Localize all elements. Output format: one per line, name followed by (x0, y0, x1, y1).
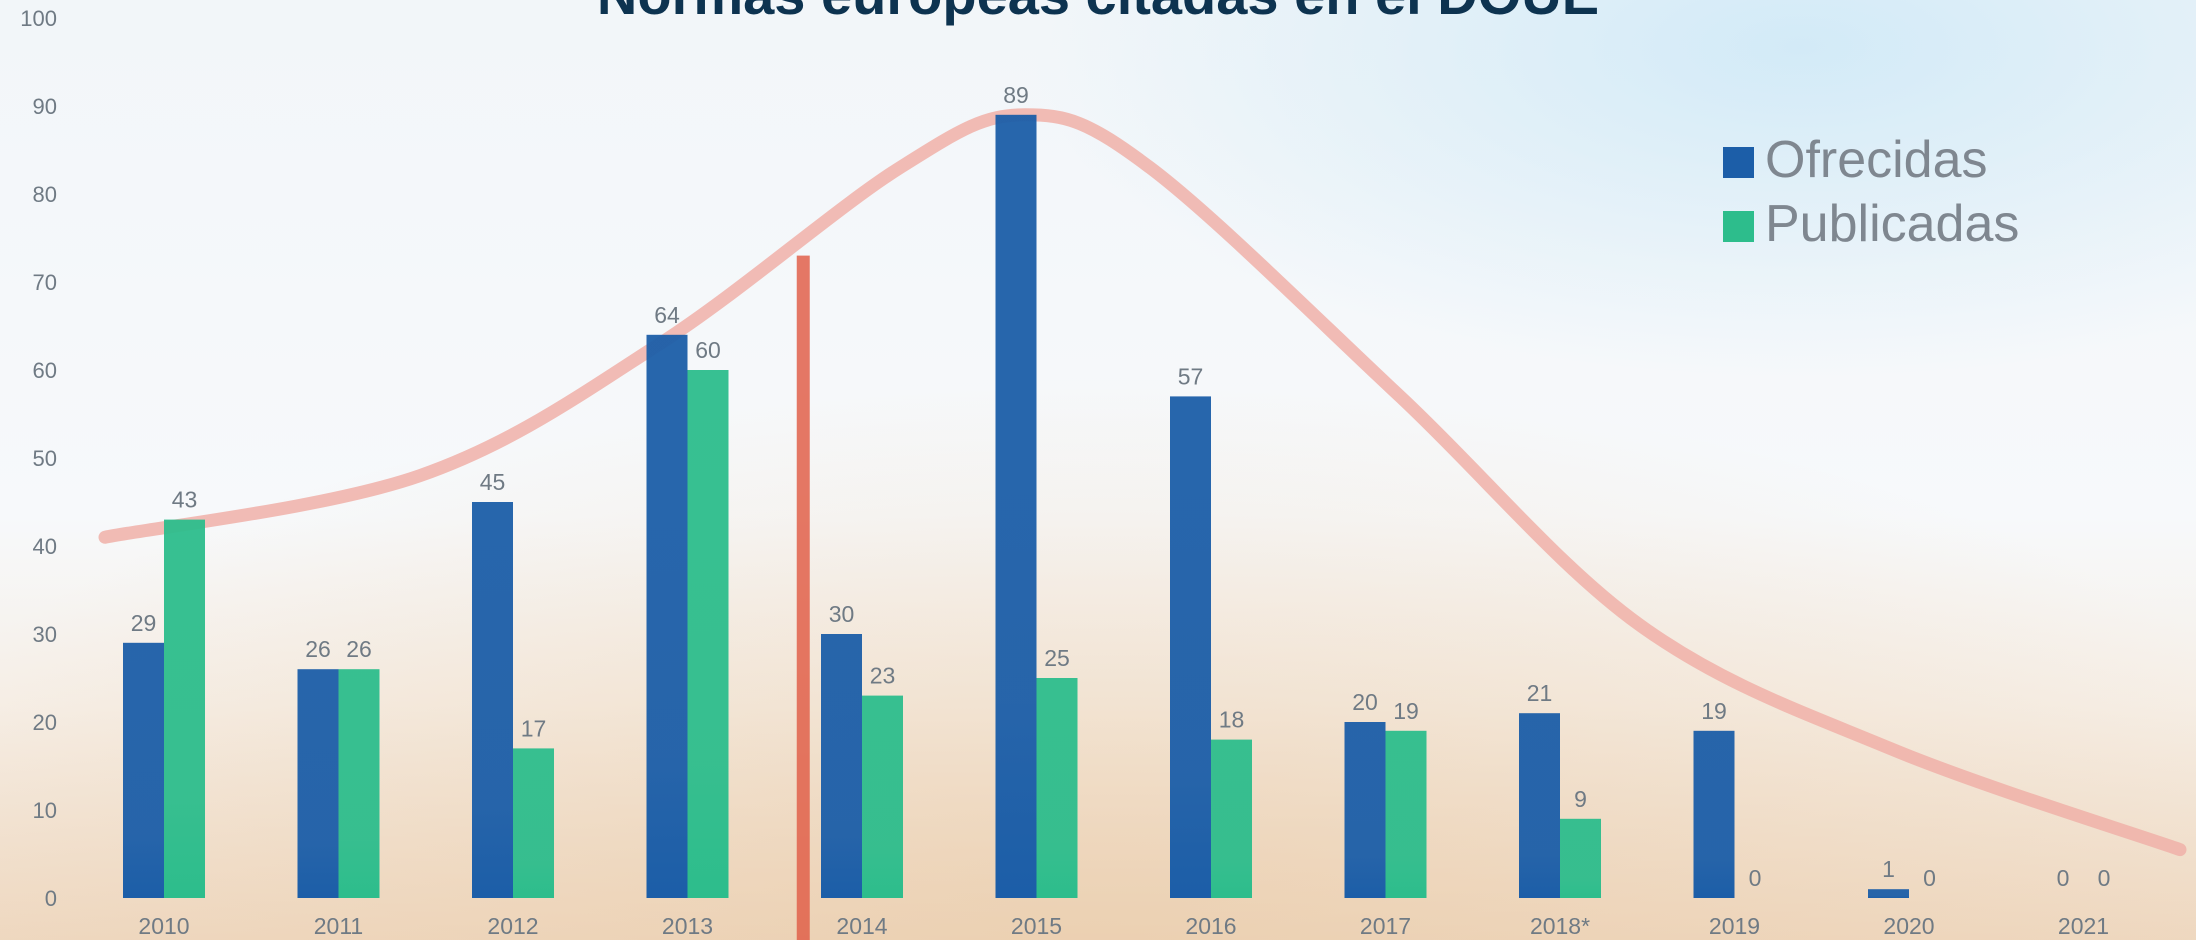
data-label-ofrecidas-2011: 26 (305, 636, 331, 662)
chart-title: Normas europeas citadas en el DOUE (597, 0, 1599, 26)
y-tick-label: 70 (33, 270, 57, 295)
trend-curve-layer (98, 108, 2187, 940)
bar-ofrecidas-2012 (472, 502, 513, 898)
data-label-publicadas-2014: 23 (870, 663, 896, 689)
data-label-publicadas-2011: 26 (346, 636, 372, 662)
bar-publicadas-2013 (687, 370, 729, 898)
y-tick-label: 20 (33, 710, 57, 735)
data-label-publicadas-2010: 43 (172, 487, 198, 513)
y-tick-label: 50 (33, 446, 57, 471)
bar-publicadas-2010 (164, 519, 205, 898)
x-tick-label: 2020 (1883, 913, 1934, 939)
bar-ofrecidas-2016 (1170, 396, 1211, 898)
bar-ofrecidas-2013 (646, 334, 688, 898)
bar-ofrecidas-2017 (1344, 722, 1386, 898)
y-tick-label: 10 (33, 798, 57, 823)
trend-curve (98, 108, 2187, 857)
bar-publicadas-2015 (1036, 678, 1078, 898)
x-tick-label: 2013 (662, 913, 713, 939)
y-axis: 0 10 20 30 40 50 60 70 80 90 100 (20, 6, 57, 911)
y-tick-label: 0 (45, 886, 57, 911)
data-label-publicadas-2015: 25 (1044, 645, 1070, 671)
x-tick-label: 2018* (1530, 913, 1590, 939)
data-label-ofrecidas-2020: 1 (1882, 856, 1895, 882)
bar-ofrecidas-2014 (821, 634, 862, 898)
x-tick-label: 2021 (2058, 913, 2109, 939)
bar-publicadas-2012 (513, 748, 554, 898)
x-tick-label: 2016 (1185, 913, 1236, 939)
bar-ofrecidas-2019 (1693, 730, 1735, 898)
x-tick-label: 2014 (836, 913, 887, 939)
bar-ofrecidas-2020 (1868, 889, 1909, 898)
bar-ofrecidas-2015 (995, 114, 1037, 899)
data-label-ofrecidas-2018*: 21 (1527, 680, 1553, 706)
data-label-publicadas-2018*: 9 (1574, 786, 1587, 812)
y-tick-label: 90 (33, 94, 57, 119)
y-tick-label: 60 (33, 358, 57, 383)
y-tick-label: 100 (20, 6, 57, 31)
bar-publicadas-2017 (1385, 730, 1427, 898)
bar-ofrecidas-2011 (297, 669, 339, 898)
legend-label-ofrecidas: Ofrecidas (1765, 131, 1988, 189)
period-divider-line (796, 255, 810, 940)
x-tick-label: 2017 (1360, 913, 1411, 939)
data-label-publicadas-2020: 0 (1923, 865, 1936, 891)
bar-publicadas-2016 (1211, 739, 1252, 898)
data-label-ofrecidas-2012: 45 (480, 469, 506, 495)
y-tick-label: 30 (33, 622, 57, 647)
y-tick-label: 80 (33, 182, 57, 207)
data-label-publicadas-2017: 19 (1393, 698, 1419, 724)
bar-publicadas-2018* (1560, 818, 1601, 898)
x-tick-label: 2012 (487, 913, 538, 939)
data-label-ofrecidas-2010: 29 (131, 610, 157, 636)
data-labels-layer: 29 43 26 26 45 17 64 60 30 23 89 25 57 18 20 19 21 9 19 0 1 0… (131, 82, 2111, 891)
bars-layer (123, 114, 1909, 899)
bar-ofrecidas-2018* (1519, 713, 1560, 898)
data-label-publicadas-2013: 60 (695, 337, 721, 363)
data-label-publicadas-2019: 0 (1749, 865, 1762, 891)
data-label-publicadas-2016: 18 (1219, 707, 1245, 733)
x-axis: 2010 2011 2012 2013 2014 2015 2016 2017 2018* 201… (138, 913, 2109, 939)
y-tick-label: 40 (33, 534, 57, 559)
data-label-ofrecidas-2017: 20 (1352, 689, 1378, 715)
legend-label-publicadas: Publicadas (1765, 195, 2019, 253)
bar-publicadas-2011 (338, 669, 380, 898)
legend-swatch-ofrecidas (1723, 147, 1754, 178)
x-tick-label: 2011 (314, 913, 363, 939)
x-tick-label: 2019 (1709, 913, 1760, 939)
data-label-publicadas-2012: 17 (521, 715, 547, 741)
data-label-ofrecidas-2014: 30 (829, 601, 855, 627)
data-label-ofrecidas-2016: 57 (1178, 363, 1204, 389)
data-label-publicadas-2021: 0 (2098, 865, 2111, 891)
data-label-ofrecidas-2013: 64 (654, 302, 680, 328)
data-label-ofrecidas-2015: 89 (1003, 82, 1029, 108)
bar-publicadas-2014 (862, 695, 903, 898)
data-label-ofrecidas-2019: 19 (1701, 698, 1727, 724)
legend: Ofrecidas Publicadas (1723, 131, 2019, 253)
x-tick-label: 2015 (1011, 913, 1062, 939)
legend-swatch-publicadas (1723, 211, 1754, 242)
x-tick-label: 2010 (138, 913, 189, 939)
bar-ofrecidas-2010 (123, 642, 164, 898)
data-label-ofrecidas-2021: 0 (2057, 865, 2070, 891)
